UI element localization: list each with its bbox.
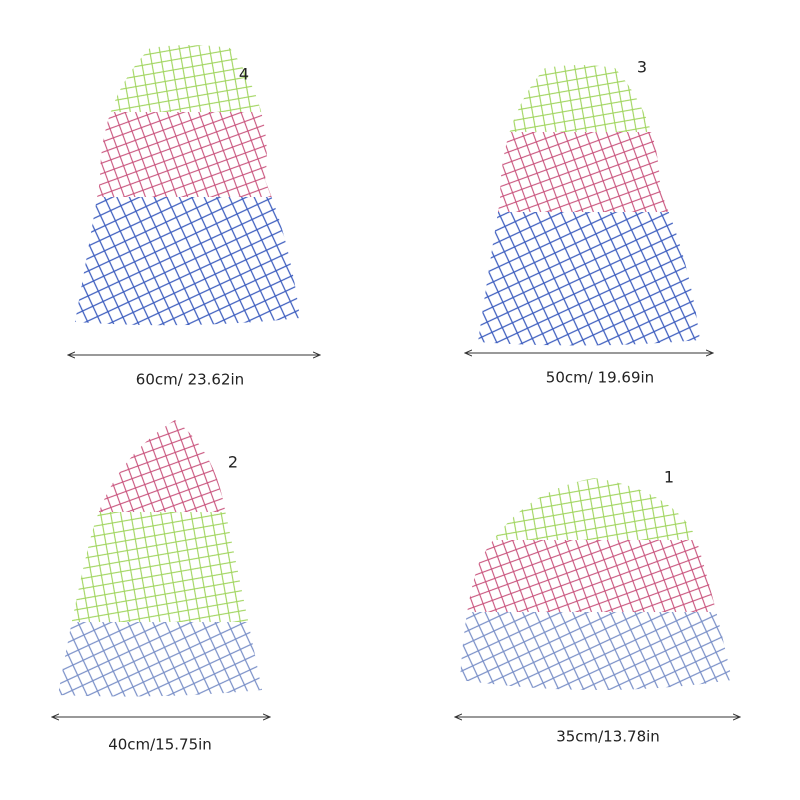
size-label: 35cm/13.78in xyxy=(556,728,660,746)
net-number: 1 xyxy=(664,468,674,487)
net-number: 4 xyxy=(239,65,249,84)
size-label: 50cm/ 19.69in xyxy=(546,369,654,387)
size-label: 60cm/ 23.62in xyxy=(136,371,244,389)
net-1 xyxy=(460,478,732,690)
net-number: 2 xyxy=(228,453,238,472)
net-3 xyxy=(478,65,700,346)
size-label: 40cm/15.75in xyxy=(108,736,212,754)
net-number: 3 xyxy=(637,58,647,77)
net-4 xyxy=(75,45,300,326)
